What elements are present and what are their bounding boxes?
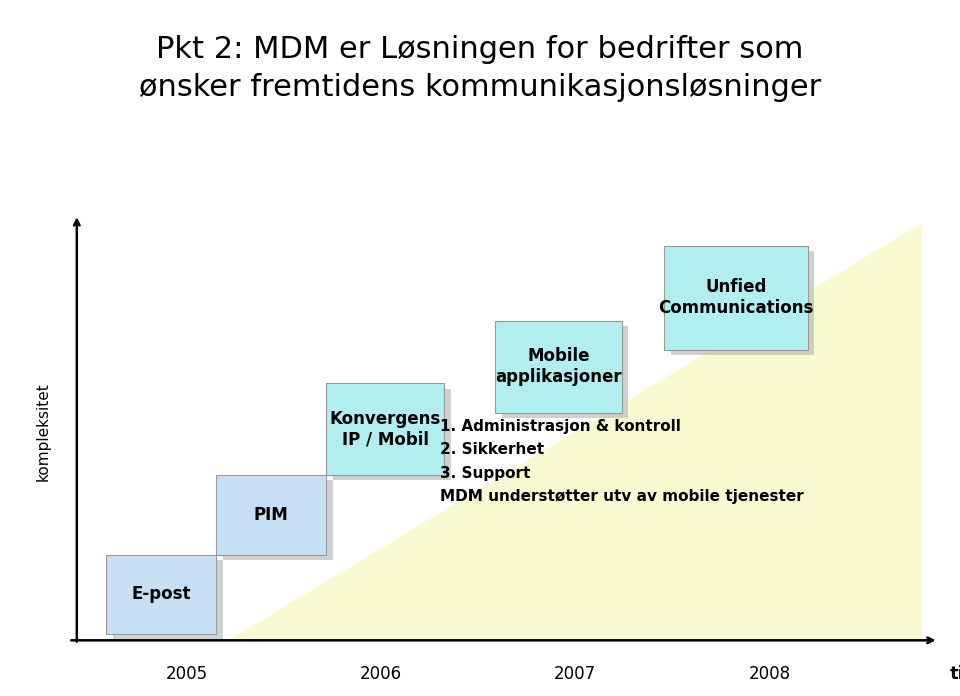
Text: kompleksitet: kompleksitet: [36, 382, 51, 481]
Text: Mobile
applikasjoner: Mobile applikasjoner: [495, 347, 622, 386]
Text: 2006: 2006: [360, 665, 402, 683]
Text: Pkt 2: MDM er Løsningen for bedrifter som
ønsker fremtidens kommunikasjonsløsnin: Pkt 2: MDM er Løsningen for bedrifter so…: [139, 35, 821, 102]
FancyBboxPatch shape: [664, 246, 807, 350]
Polygon shape: [228, 223, 922, 640]
Text: Konvergens
IP / Mobil: Konvergens IP / Mobil: [329, 410, 441, 449]
Text: Unfied
Communications: Unfied Communications: [658, 278, 813, 317]
FancyBboxPatch shape: [495, 321, 622, 413]
Text: 2005: 2005: [165, 665, 207, 683]
FancyBboxPatch shape: [502, 326, 629, 418]
FancyBboxPatch shape: [326, 383, 444, 475]
Text: 1. Administrasjon & kontroll
2. Sikkerhet
3. Support
MDM understøtter utv av mob: 1. Administrasjon & kontroll 2. Sikkerhe…: [440, 419, 804, 504]
Text: tid: tid: [950, 665, 960, 683]
FancyBboxPatch shape: [113, 560, 223, 639]
FancyBboxPatch shape: [223, 480, 333, 560]
FancyBboxPatch shape: [671, 251, 814, 355]
Text: PIM: PIM: [253, 506, 288, 524]
FancyBboxPatch shape: [216, 475, 326, 555]
FancyBboxPatch shape: [333, 388, 451, 480]
FancyBboxPatch shape: [107, 555, 216, 634]
Text: E-post: E-post: [132, 585, 191, 603]
Text: 2007: 2007: [554, 665, 596, 683]
Text: 2008: 2008: [749, 665, 791, 683]
